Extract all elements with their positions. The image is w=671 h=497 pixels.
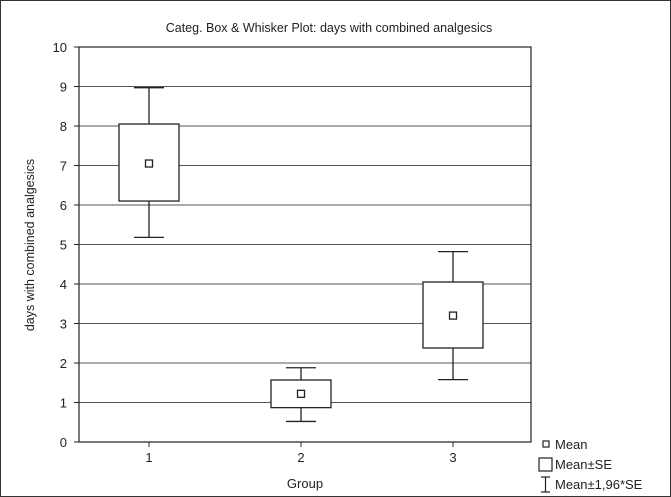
- legend-whisker-label: Mean±1,96*SE: [555, 477, 643, 492]
- x-tick-label: 2: [297, 450, 304, 465]
- y-tick-label: 0: [60, 435, 67, 450]
- mean-marker: [296, 389, 306, 398]
- y-tick-label: 6: [60, 198, 67, 213]
- legend-mean-label: Mean: [555, 437, 588, 452]
- y-tick-label: 5: [60, 238, 67, 253]
- mean-marker: [144, 159, 154, 168]
- y-axis-label: days with combined analgesics: [23, 159, 37, 331]
- legend-mean-marker: [542, 440, 550, 448]
- y-tick-label: 4: [60, 277, 67, 292]
- y-tick-label: 9: [60, 80, 67, 95]
- y-tick-label: 10: [53, 40, 67, 55]
- legend-box-label: Mean±SE: [555, 457, 612, 472]
- legend-box-marker: [538, 457, 553, 472]
- y-tick-label: 1: [60, 396, 67, 411]
- y-tick-label: 3: [60, 317, 67, 332]
- x-tick-label: 3: [449, 450, 456, 465]
- y-tick-label: 8: [60, 119, 67, 134]
- chart-title: Categ. Box & Whisker Plot: days with com…: [166, 21, 493, 35]
- mean-marker: [448, 311, 458, 320]
- x-tick-label: 1: [145, 450, 152, 465]
- y-tick-label: 7: [60, 159, 67, 174]
- x-axis-label: Group: [287, 476, 323, 491]
- y-tick-label: 2: [60, 356, 67, 371]
